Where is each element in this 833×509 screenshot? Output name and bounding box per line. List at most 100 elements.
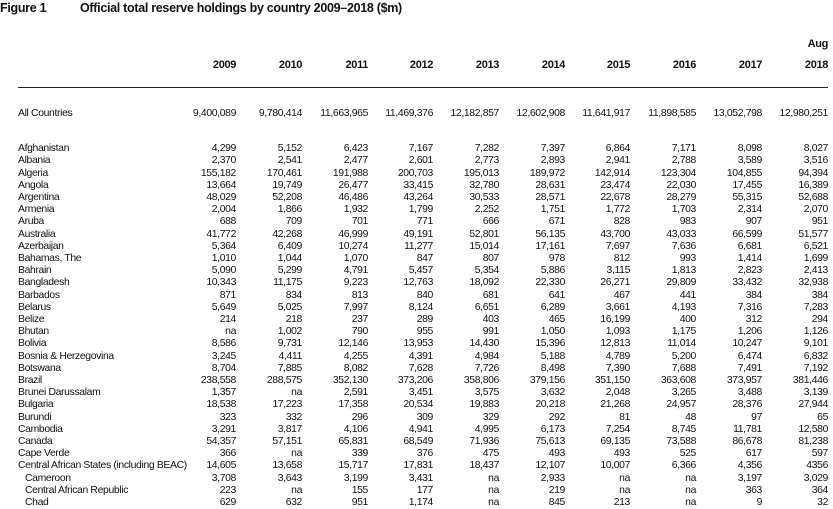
value-cell: 5,299 — [277, 265, 303, 277]
row-label: Australia — [18, 228, 56, 240]
value-cell: na — [685, 497, 696, 509]
value-cell: 6,832 — [803, 350, 829, 362]
value-cell: 907 — [745, 216, 763, 228]
value-cell: na — [488, 497, 499, 509]
value-cell: na — [619, 484, 630, 496]
value-cell: 15,014 — [469, 240, 499, 252]
value-cell: 2,370 — [211, 155, 237, 167]
value-cell: 323 — [219, 411, 237, 423]
table-row: Afghanistan 4,299 5,152 6,423 7,167 7,282 7,39… — [18, 143, 828, 155]
table-row: Cape Verde 366 na 339 376 475 493 493 525 617 597 — [18, 448, 828, 460]
value-cell: 238,558 — [200, 375, 236, 387]
value-cell: 3,139 — [803, 387, 829, 399]
value-cell: 309 — [416, 411, 434, 423]
value-cell: 81 — [619, 411, 630, 423]
value-cell: 1,070 — [343, 253, 369, 265]
value-cell: 2,933 — [540, 472, 566, 484]
value-cell: 2,413 — [803, 265, 829, 277]
value-cell: 195,013 — [463, 167, 499, 179]
value-cell: 170,461 — [266, 167, 302, 179]
value-cell: 13,664 — [206, 179, 236, 191]
value-cell: 376 — [416, 448, 434, 460]
table-row: Bulgaria 18,538 17,223 17,358 20,534 19,883 20… — [18, 399, 828, 411]
table-row: Burundi 323 332 296 309 329 292 81 48 97 65 — [18, 412, 828, 424]
value-cell: 332 — [285, 411, 303, 423]
value-cell: 7,390 — [605, 362, 631, 374]
value-cell: 28,571 — [535, 192, 565, 204]
row-label: Chad — [25, 497, 49, 509]
value-cell: 5,364 — [211, 240, 237, 252]
value-cell: 8,082 — [343, 362, 369, 374]
table-row: Bolivia 8,586 9,731 12,146 13,953 14,430 15,39… — [18, 338, 828, 350]
value-cell: 219 — [548, 484, 566, 496]
value-cell: 15,717 — [338, 460, 368, 472]
row-label: Central African Republic — [25, 484, 129, 496]
value-cell: 525 — [679, 448, 697, 460]
value-cell: 289 — [416, 314, 434, 326]
value-cell: 86,678 — [732, 436, 762, 448]
value-cell: 9 — [756, 497, 763, 509]
value-cell: 48,029 — [206, 192, 236, 204]
value-cell: 17,223 — [272, 399, 302, 411]
row-label: Albania — [18, 155, 51, 167]
value-cell: 493 — [613, 448, 631, 460]
table-row: Canada 54,357 57,151 65,831 68,549 71,936 75,6… — [18, 436, 828, 448]
value-cell: 2,314 — [737, 204, 763, 216]
value-cell: 123,304 — [660, 167, 696, 179]
value-cell: 55,315 — [732, 192, 762, 204]
value-cell: 1,813 — [671, 265, 697, 277]
value-cell: 6,173 — [540, 423, 566, 435]
value-cell: 6,651 — [474, 301, 500, 313]
value-cell: 294 — [811, 314, 829, 326]
value-cell: 48 — [685, 411, 696, 423]
value-cell: 4,411 — [278, 350, 303, 362]
value-cell: 8,745 — [671, 423, 697, 435]
row-label: Bangladesh — [18, 277, 70, 289]
value-cell: 2,541 — [277, 155, 303, 167]
value-cell: 18,437 — [469, 460, 499, 472]
value-cell: 5,886 — [540, 265, 566, 277]
value-cell: 14,605 — [206, 460, 236, 472]
total-cell: 11,663,965 — [320, 108, 368, 119]
row-label: Central African States (including BEAC) — [18, 460, 187, 472]
column-header-2018: 2018 — [804, 59, 828, 71]
value-cell: 2,823 — [737, 265, 763, 277]
value-cell: 292 — [548, 411, 566, 423]
value-cell: 43,700 — [600, 228, 630, 240]
value-cell: 6,681 — [737, 240, 763, 252]
value-cell: 10,247 — [732, 338, 762, 350]
value-cell: 7,997 — [343, 301, 369, 313]
value-cell: 834 — [285, 289, 303, 301]
value-cell: 69,135 — [600, 436, 630, 448]
value-cell: 6,409 — [277, 240, 303, 252]
table-row: Albania 2,370 2,541 2,477 2,601 2,773 2,893 2,9… — [18, 155, 828, 167]
value-cell: 3,291 — [211, 423, 237, 435]
value-cell: 475 — [482, 448, 500, 460]
value-cell: 5,152 — [277, 143, 303, 155]
value-cell: 701 — [351, 216, 369, 228]
value-cell: 65 — [817, 411, 828, 423]
table-row: Brazil 238,558 288,575 352,130 373,206 358,80… — [18, 375, 828, 387]
value-cell: 155 — [351, 484, 369, 496]
value-cell: 1,174 — [408, 497, 434, 509]
value-cell: 807 — [482, 253, 500, 265]
table-row: Azerbaijan 5,364 6,409 10,274 11,277 15,014 17… — [18, 241, 828, 253]
value-cell: 97 — [751, 411, 762, 423]
row-label: Belarus — [18, 301, 51, 313]
value-cell: 8,124 — [408, 301, 434, 313]
row-label: Algeria — [18, 167, 48, 179]
value-cell: 955 — [416, 326, 434, 338]
column-header-2014: 2014 — [541, 59, 565, 71]
value-cell: 1,093 — [605, 326, 631, 338]
row-label: Canada — [18, 436, 53, 448]
value-cell: na — [619, 472, 630, 484]
value-cell: 16,199 — [600, 314, 630, 326]
value-cell: 142,914 — [594, 167, 630, 179]
value-cell: 15,396 — [535, 338, 565, 350]
value-cell: 8,704 — [211, 362, 237, 374]
value-cell: 1,866 — [277, 204, 303, 216]
value-cell: 7,167 — [408, 143, 434, 155]
value-cell: 1,414 — [737, 253, 763, 265]
value-cell: 6,521 — [803, 240, 829, 252]
value-cell: 24,957 — [666, 399, 696, 411]
